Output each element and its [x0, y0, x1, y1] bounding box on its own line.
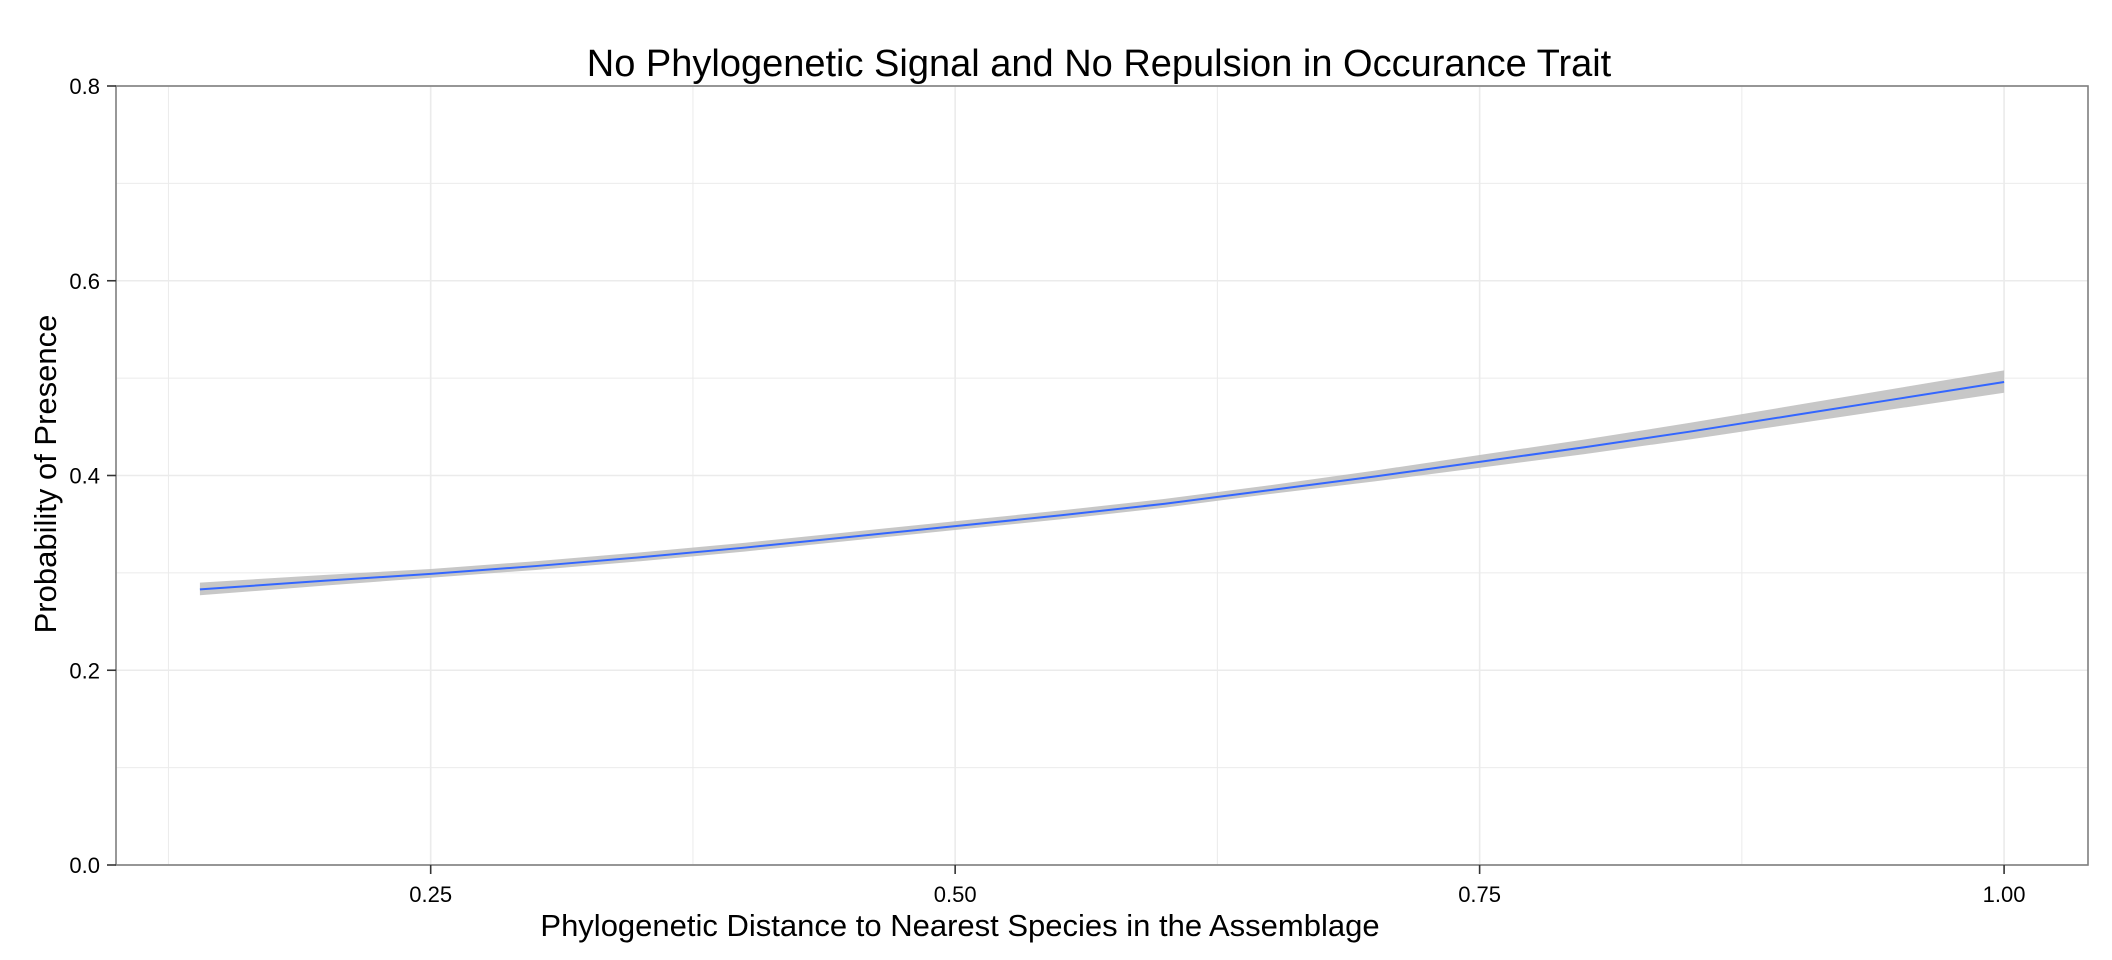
series-line: [199, 381, 2005, 591]
x-axis-title: Phylogenetic Distance to Nearest Species…: [540, 908, 1379, 943]
confidence-band: [199, 370, 2005, 596]
y-axis: 0.0 0.2 0.4 0.6 0.8: [69, 74, 116, 878]
y-tick-label: 0.8: [69, 74, 100, 99]
y-tick-label: 0.6: [69, 269, 100, 294]
x-tick-label: 0.75: [1458, 882, 1501, 907]
x-tick-label: 0.25: [409, 882, 452, 907]
x-axis: 0.25 0.50 0.75 1.00: [409, 865, 2025, 907]
x-tick-label: 0.50: [934, 882, 977, 907]
x-tick-label: 1.00: [1983, 882, 2026, 907]
y-axis-title: Probability of Presence: [28, 315, 63, 634]
confidence-band-layer: [199, 370, 2005, 596]
series-line-layer: [199, 381, 2005, 591]
chart-title: No Phylogenetic Signal and No Repulsion …: [587, 43, 1612, 85]
y-tick-label: 0.4: [69, 464, 100, 489]
y-tick-label: 0.2: [69, 658, 100, 683]
y-tick-label: 0.0: [69, 853, 100, 878]
